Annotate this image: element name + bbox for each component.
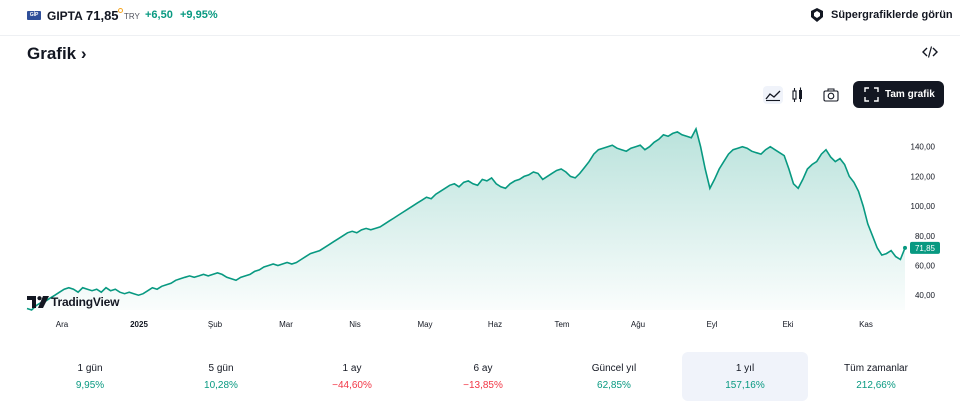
period-tab[interactable]: 1 yıl 157,16% — [682, 352, 808, 401]
x-tick-label: Mar — [279, 320, 293, 329]
supercharts-link[interactable]: Süpergrafiklerde görün — [831, 9, 953, 21]
last-value-label: 71,85 — [915, 244, 936, 253]
period-return: 212,66% — [856, 380, 896, 391]
chart-title: Grafik — [27, 44, 77, 63]
period-tab[interactable]: 1 gün 9,95% — [27, 352, 153, 401]
y-tick-label: 100,00 — [911, 202, 936, 211]
screenshot-button[interactable] — [821, 86, 841, 104]
x-tick-label: Eki — [782, 320, 793, 329]
y-tick-label: 140,00 — [911, 143, 936, 152]
y-tick-label: 60,00 — [915, 261, 936, 270]
x-tick-label: Eyl — [706, 320, 717, 329]
y-tick-label: 40,00 — [915, 291, 936, 300]
period-label: 1 gün — [77, 363, 103, 374]
candles-chart-button[interactable] — [788, 86, 808, 104]
ticker-symbol[interactable]: GIPTA — [47, 9, 83, 23]
x-tick-label: 2025 — [130, 320, 148, 329]
chart-section-title[interactable]: Grafik › — [27, 44, 87, 64]
y-tick-label: 120,00 — [911, 172, 936, 181]
supercharts-icon[interactable] — [809, 7, 825, 23]
period-tab[interactable]: 5 gün 10,28% — [158, 352, 284, 401]
x-tick-label: Şub — [208, 320, 223, 329]
x-tick-label: Haz — [488, 320, 502, 329]
last-point-marker — [903, 245, 907, 250]
y-tick-label: 80,00 — [915, 232, 936, 241]
period-return: −13,85% — [463, 380, 503, 391]
symbol-header: GİP GIPTA 71,85 TRY +6,50 +9,95% Süpergr… — [0, 0, 960, 36]
x-tick-label: May — [417, 320, 432, 329]
price-chart[interactable]: Ara 2025 Şub Mar Nis May Haz Tem Ağu Eyl Eki Kas 40… — [0, 110, 960, 335]
x-tick-label: Kas — [859, 320, 873, 329]
period-return: 62,85% — [597, 380, 631, 391]
price-change: +6,50 — [145, 9, 173, 21]
last-price: 71,85 — [86, 8, 119, 23]
period-tab[interactable]: Güncel yıl 62,85% — [551, 352, 677, 401]
period-label: 1 yıl — [735, 363, 755, 374]
fullscreen-chart-button[interactable]: Tam grafik — [853, 81, 944, 108]
period-label: 6 ay — [473, 363, 493, 374]
candles-icon — [792, 87, 802, 102]
x-tick-label: Tem — [554, 320, 569, 329]
price-area-fill — [27, 128, 905, 310]
period-label: 1 ay — [342, 363, 362, 374]
x-tick-label: Ara — [56, 320, 69, 329]
period-return: 10,28% — [204, 380, 238, 391]
period-selector: 1 gün 9,95% 5 gün 10,28% 1 ay −44,60% 6 ay −13,… — [27, 352, 940, 401]
period-label: Güncel yıl — [591, 363, 637, 374]
period-label: Tüm zamanlar — [844, 363, 908, 374]
price-line — [26, 126, 906, 311]
period-return: 157,16% — [725, 380, 765, 391]
chevron-right-icon: › — [80, 44, 87, 63]
market-status-dot — [118, 8, 123, 13]
price-change-percent: +9,95% — [180, 9, 218, 21]
area-chart-icon — [765, 90, 781, 102]
x-tick-label: Ağu — [631, 320, 645, 329]
last-value-badge — [910, 241, 940, 254]
x-tick-label: Nis — [349, 320, 361, 329]
period-label: 5 gün — [208, 363, 234, 374]
period-return: −44,60% — [332, 380, 372, 391]
company-logo: GİP — [27, 11, 41, 20]
fullscreen-icon — [864, 87, 879, 102]
period-tab[interactable]: Tüm zamanlar 212,66% — [813, 352, 939, 401]
currency-label: TRY — [124, 12, 140, 21]
camera-icon — [823, 88, 839, 102]
fullscreen-label: Tam grafik — [885, 89, 935, 100]
period-tab[interactable]: 6 ay −13,85% — [420, 352, 546, 401]
code-embed-icon[interactable] — [922, 45, 938, 59]
period-tab[interactable]: 1 ay −44,60% — [289, 352, 415, 401]
period-return: 9,95% — [75, 380, 105, 391]
area-chart-button[interactable] — [763, 86, 783, 104]
tradingview-logo-icon — [27, 296, 49, 308]
tradingview-wordmark: TradingView — [51, 295, 120, 309]
